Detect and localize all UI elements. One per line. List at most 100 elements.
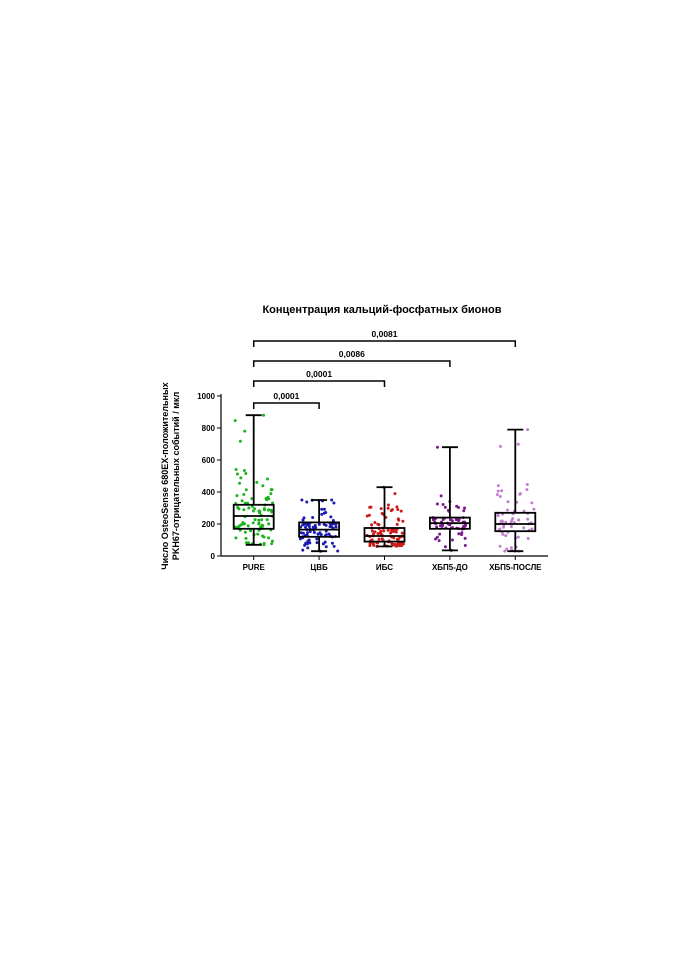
data-point xyxy=(244,488,248,492)
data-point xyxy=(526,428,530,432)
data-point xyxy=(267,536,271,540)
data-point xyxy=(332,544,336,548)
data-point xyxy=(504,520,508,524)
data-point xyxy=(400,531,404,535)
data-point xyxy=(302,516,306,520)
data-point xyxy=(243,530,247,534)
data-point xyxy=(240,499,244,503)
significance-bracket: 0,0086 xyxy=(252,349,451,367)
data-point xyxy=(522,526,526,530)
data-point xyxy=(525,483,529,487)
data-point xyxy=(500,519,504,523)
data-point xyxy=(525,488,529,492)
data-point xyxy=(261,484,265,488)
data-point xyxy=(456,505,460,509)
x-tick-label: ХБП5-ДО xyxy=(432,563,468,572)
significance-brackets: 0,0001 0,0001 0,0086 0,0081 xyxy=(252,329,517,409)
data-point xyxy=(502,525,506,529)
data-point xyxy=(440,524,444,528)
significance-bracket: 0,0001 xyxy=(252,369,386,387)
data-point xyxy=(370,529,374,533)
data-point xyxy=(266,496,270,500)
data-point xyxy=(368,544,372,548)
data-point xyxy=(243,429,247,433)
data-point xyxy=(336,549,340,553)
bracket-line xyxy=(252,380,386,387)
data-point xyxy=(365,514,369,518)
data-point xyxy=(394,530,398,534)
data-point xyxy=(311,525,315,529)
data-point xyxy=(441,502,445,506)
data-point xyxy=(441,518,445,522)
data-point xyxy=(271,501,275,505)
y-tick-label: 800 xyxy=(202,424,216,433)
data-point xyxy=(239,476,243,480)
data-point xyxy=(399,509,403,513)
data-point xyxy=(270,542,274,546)
data-point xyxy=(267,522,271,526)
data-point xyxy=(314,526,318,530)
data-point xyxy=(526,517,530,521)
data-point xyxy=(462,509,466,513)
data-point xyxy=(506,500,510,504)
data-point xyxy=(255,480,259,484)
data-point xyxy=(501,532,505,536)
data-point xyxy=(386,506,390,510)
data-point xyxy=(434,537,438,541)
data-point xyxy=(509,524,513,528)
data-point xyxy=(251,521,255,525)
data-point xyxy=(330,541,334,545)
data-point xyxy=(395,505,399,509)
data-point xyxy=(379,507,383,511)
x-tick-label: ХБП5-ПОСЛЕ xyxy=(489,563,542,572)
box-group xyxy=(428,445,471,552)
bracket-line xyxy=(252,360,451,367)
data-point xyxy=(516,535,520,539)
data-point xyxy=(262,543,266,547)
y-axis-label: Число OsteoSense 680EX-положительных PKH… xyxy=(160,382,181,569)
chart-title: Концентрация кальций-фосфатных бионов xyxy=(262,304,501,316)
data-point xyxy=(462,525,466,529)
data-point xyxy=(299,531,303,535)
data-point xyxy=(500,489,504,493)
data-point xyxy=(369,505,373,509)
data-point xyxy=(329,515,333,519)
data-point xyxy=(244,536,248,540)
data-point xyxy=(270,539,274,543)
data-point xyxy=(316,532,320,536)
data-point xyxy=(396,507,400,511)
y-tick-label: 1000 xyxy=(197,392,215,401)
data-point xyxy=(397,518,401,522)
data-point xyxy=(498,444,502,448)
y-tick-label: 200 xyxy=(202,520,216,529)
data-point xyxy=(379,529,383,533)
data-point xyxy=(324,523,328,527)
plot-area xyxy=(232,413,537,553)
data-point xyxy=(373,530,377,534)
data-point xyxy=(505,547,509,551)
data-point xyxy=(307,523,311,527)
box-group xyxy=(494,428,537,553)
data-point xyxy=(390,529,394,533)
data-point xyxy=(526,536,530,540)
data-point xyxy=(237,524,241,528)
data-point xyxy=(238,439,242,443)
data-point xyxy=(331,518,335,522)
data-point xyxy=(496,514,500,518)
data-point xyxy=(256,532,260,536)
data-point xyxy=(311,515,315,519)
p-value-label: 0,0081 xyxy=(372,329,398,339)
data-point xyxy=(261,534,265,538)
data-point xyxy=(324,545,328,549)
data-point xyxy=(269,492,273,496)
data-point xyxy=(498,495,502,499)
data-point xyxy=(386,503,390,507)
data-point xyxy=(517,518,521,522)
data-point xyxy=(371,542,375,546)
data-point xyxy=(518,492,522,496)
data-point xyxy=(320,512,324,516)
data-point xyxy=(262,508,266,512)
data-point xyxy=(438,532,442,536)
data-point xyxy=(457,517,461,521)
